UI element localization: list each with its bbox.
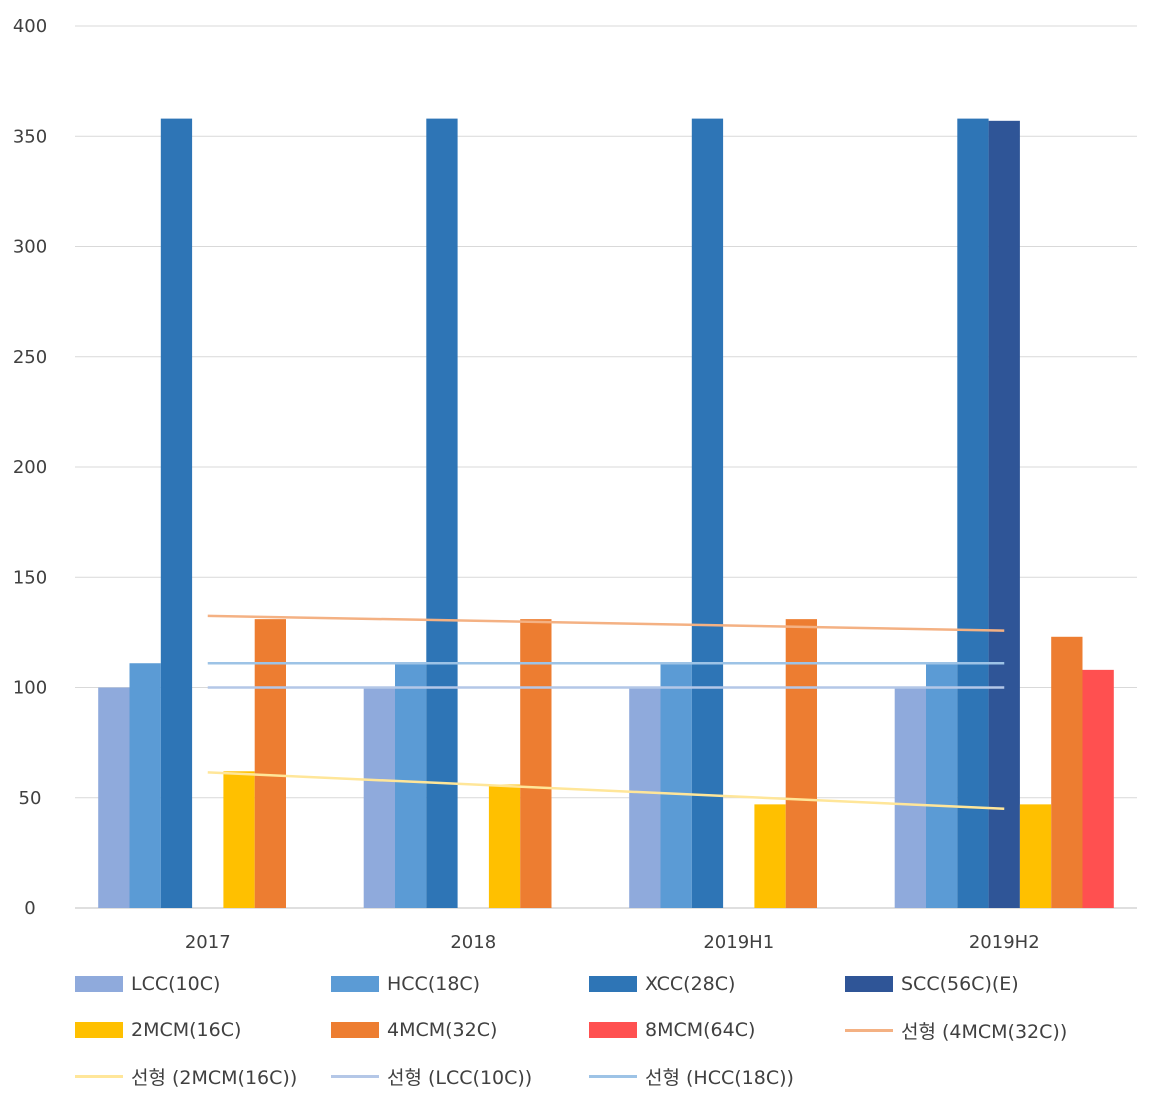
legend-label: 선형 (4MCM(32C)) xyxy=(901,1020,1068,1043)
y-tick-label: 400 xyxy=(13,16,47,37)
bar-2MCM(16C)-2019H1 xyxy=(754,804,786,908)
legend-label: XCC(28C) xyxy=(645,973,736,995)
bar-HCC(18C)-2019H2 xyxy=(926,663,958,908)
legend-label: SCC(56C)(E) xyxy=(901,973,1019,995)
trendline-선형 (4MCM(32C)) xyxy=(207,614,1005,632)
bar-XCC(28C)-2018 xyxy=(426,118,458,909)
legend-swatch xyxy=(845,976,893,992)
legend-item: XCC(28C) xyxy=(589,972,735,996)
bar-LCC(10C)-2017 xyxy=(98,687,130,908)
bar-4MCM(32C)-2018 xyxy=(520,619,552,908)
legend-swatch xyxy=(589,1022,637,1038)
legend-item: 8MCM(64C) xyxy=(589,1018,755,1042)
legend-item: 선형 (4MCM(32C)) xyxy=(845,1018,1068,1043)
legend-swatch xyxy=(589,976,637,992)
legend-item: HCC(18C) xyxy=(331,972,480,996)
legend-swatch xyxy=(331,1022,379,1038)
y-tick-label: 50 xyxy=(19,788,42,809)
y-tick-label: 250 xyxy=(13,347,47,368)
x-axis: 2017 2018 2019H1 2019H2 xyxy=(185,932,1040,953)
bar-XCC(28C)-2019H2 xyxy=(957,118,989,909)
x-tick-label: 2019H1 xyxy=(703,932,774,953)
legend-item: LCC(10C) xyxy=(75,972,220,996)
y-tick-label: 0 xyxy=(24,898,35,919)
trendline-선형 (2MCM(16C)) xyxy=(207,771,1005,811)
legend-item: 선형 (2MCM(16C)) xyxy=(75,1064,298,1089)
legend-label: 4MCM(32C) xyxy=(387,1019,498,1041)
bar-LCC(10C)-2018 xyxy=(363,687,395,908)
bar-HCC(18C)-2017 xyxy=(129,663,161,908)
legend-item: 선형 (LCC(10C)) xyxy=(331,1064,533,1089)
legend-label: 2MCM(16C) xyxy=(131,1019,242,1041)
bar-4MCM(32C)-2019H2 xyxy=(1051,636,1083,908)
bar-4MCM(32C)-2019H1 xyxy=(785,619,817,908)
y-tick-label: 100 xyxy=(13,678,47,699)
bar-LCC(10C)-2019H2 xyxy=(894,687,926,908)
bar-SCC(56C)(E)-2019H2 xyxy=(988,120,1020,908)
legend-swatch xyxy=(331,1074,379,1078)
y-tick-label: 200 xyxy=(13,457,47,478)
x-tick-label: 2018 xyxy=(450,932,496,953)
legend-swatch xyxy=(589,1074,637,1078)
bar-2MCM(16C)-2017 xyxy=(223,771,255,908)
legend-item: 4MCM(32C) xyxy=(331,1018,497,1042)
y-tick-label: 350 xyxy=(13,126,47,147)
legend-swatch xyxy=(75,1022,123,1038)
legend-label: 선형 (LCC(10C)) xyxy=(387,1066,533,1089)
legend-label: 8MCM(64C) xyxy=(645,1019,756,1041)
bar-HCC(18C)-2018 xyxy=(395,663,427,908)
legend-swatch xyxy=(331,976,379,992)
bar-4MCM(32C)-2017 xyxy=(254,619,286,908)
bars xyxy=(98,118,1114,909)
y-axis-ticks: 0 50 100 150 200 250 300 350 400 xyxy=(13,16,47,919)
bar-2MCM(16C)-2018 xyxy=(488,784,521,908)
legend-label: 선형 (2MCM(16C)) xyxy=(131,1066,298,1089)
bar-LCC(10C)-2019H1 xyxy=(629,687,661,908)
legend-swatch xyxy=(75,1074,123,1078)
x-tick-label: 2017 xyxy=(185,932,231,953)
legend-label: 선형 (HCC(18C)) xyxy=(645,1066,794,1089)
bar-XCC(28C)-2019H1 xyxy=(691,118,724,909)
legend-item: 선형 (HCC(18C)) xyxy=(589,1064,794,1089)
bar-HCC(18C)-2019H1 xyxy=(660,663,692,908)
y-tick-label: 150 xyxy=(13,567,47,588)
bar-8MCM(64C)-2019H2 xyxy=(1082,669,1114,908)
legend-swatch xyxy=(75,976,123,992)
bar-2MCM(16C)-2019H2 xyxy=(1019,804,1052,908)
legend-item: SCC(56C)(E) xyxy=(845,972,1019,996)
trendlines xyxy=(207,614,1005,811)
y-tick-label: 300 xyxy=(13,237,47,258)
bar-XCC(28C)-2017 xyxy=(160,118,193,909)
legend-label: LCC(10C) xyxy=(131,973,221,995)
legend-item: 2MCM(16C) xyxy=(75,1018,241,1042)
x-tick-label: 2019H2 xyxy=(969,932,1040,953)
legend-swatch xyxy=(845,1028,893,1032)
legend-label: HCC(18C) xyxy=(387,973,481,995)
